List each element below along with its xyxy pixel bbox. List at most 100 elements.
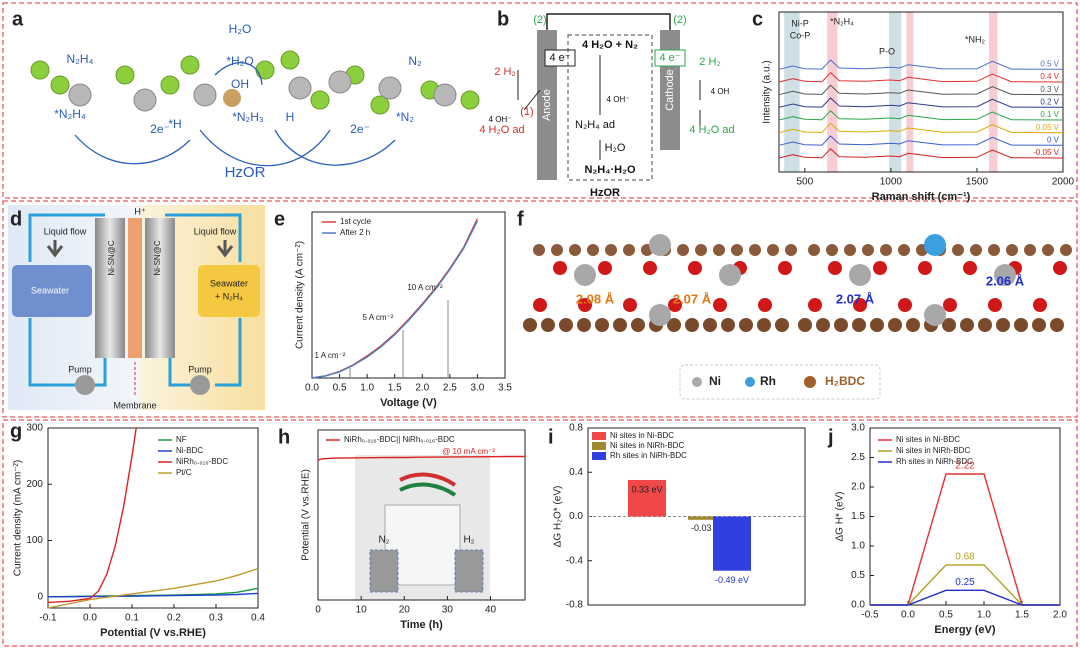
electrode-photo	[369, 549, 399, 593]
atom	[731, 244, 743, 256]
legend-label: Ni sites in Ni-BDC	[896, 435, 960, 444]
label: 4 e⁻	[549, 52, 570, 64]
y-tick-label: -0.8	[566, 600, 584, 611]
electron-box	[654, 49, 686, 67]
arrow	[517, 55, 701, 160]
atom	[924, 234, 946, 256]
atom	[828, 261, 842, 275]
electrode	[95, 218, 125, 358]
legend-swatch	[592, 442, 606, 450]
atom	[970, 244, 982, 256]
atom	[668, 298, 682, 312]
arc-arrow	[274, 129, 396, 166]
atom	[826, 244, 838, 256]
atom	[808, 244, 820, 256]
pump	[190, 375, 210, 395]
membrane	[128, 218, 142, 358]
atom	[1024, 244, 1036, 256]
atom	[310, 90, 330, 110]
arrow	[46, 240, 234, 258]
atom	[834, 318, 848, 332]
label: N₂	[408, 54, 422, 68]
data-line	[778, 109, 1064, 121]
x-tick-label: 10	[356, 605, 368, 616]
label: 4 e⁻	[659, 52, 680, 64]
legend-label: Ni sites in NiRh-BDC	[896, 446, 970, 455]
tank	[12, 265, 92, 317]
x-tick-label: 0.0	[83, 613, 97, 624]
clip	[399, 482, 457, 497]
label: *H	[168, 117, 181, 131]
legend-label: NiRh₀.₀₁₆-BDC	[176, 457, 228, 466]
atom	[533, 298, 547, 312]
electrode-photo	[454, 549, 484, 593]
atom	[1014, 318, 1028, 332]
label: H₂O	[605, 142, 626, 154]
x-tick-label: 1.5	[1015, 610, 1029, 621]
atom	[688, 261, 702, 275]
atom	[115, 65, 135, 85]
y-tick-label: 300	[26, 423, 43, 434]
atom	[942, 318, 956, 332]
atom	[844, 244, 856, 256]
atom	[739, 318, 753, 332]
legend-label: Ni sites in Ni-BDC	[610, 431, 674, 440]
annotation: *N₂H₄	[830, 16, 854, 26]
atom	[978, 318, 992, 332]
atom	[1053, 261, 1067, 275]
highlight-band	[988, 12, 998, 172]
data-line	[47, 427, 137, 604]
annotation: 1 A cm⁻²	[315, 351, 346, 360]
label: b	[497, 8, 509, 30]
atom	[68, 83, 92, 107]
y-tick-label: -0.4	[566, 555, 584, 566]
data-label: -0.03 eV	[691, 523, 725, 533]
label: Cathode	[664, 69, 676, 111]
legend-label: 0.05 V	[1036, 123, 1060, 132]
data-label: 0.25	[955, 577, 975, 588]
atom	[433, 83, 457, 107]
row-border	[2, 200, 1078, 418]
data-line	[778, 135, 1064, 146]
label: N₂H₄ ad	[575, 119, 615, 131]
bar	[713, 516, 751, 571]
label: Anode	[541, 89, 553, 121]
atom	[898, 298, 912, 312]
label: j	[827, 426, 834, 448]
label: *N₂H₃	[232, 110, 264, 124]
label: a	[12, 8, 24, 30]
label: 2e⁻	[150, 122, 170, 136]
atom	[631, 318, 645, 332]
atom	[1050, 318, 1064, 332]
y-axis-label: Current density (A cm⁻²)	[295, 241, 306, 349]
atom	[685, 318, 699, 332]
legend-label: 0.1 V	[1040, 110, 1059, 119]
data-line	[778, 71, 1064, 83]
plot-frame	[311, 211, 506, 379]
plot-frame	[317, 429, 526, 601]
atom	[613, 318, 627, 332]
data-line	[47, 592, 259, 598]
atom	[713, 244, 725, 256]
y-axis-label: Intensity (a.u.)	[762, 60, 773, 123]
x-tick-label: 1500	[966, 177, 989, 188]
atom	[943, 298, 957, 312]
atom	[988, 298, 1002, 312]
inset-label: N₂	[378, 535, 389, 546]
inset-label: H₂	[463, 535, 474, 546]
label: i	[548, 426, 554, 448]
atom	[924, 304, 946, 326]
label: Rh	[760, 374, 776, 388]
label: H	[286, 110, 295, 124]
label: Pump	[188, 364, 212, 374]
label: 2e⁻	[350, 122, 370, 136]
atom	[862, 244, 874, 256]
atom	[906, 318, 920, 332]
atom	[996, 318, 1010, 332]
atom	[988, 244, 1000, 256]
annotation: P-O	[879, 46, 895, 56]
x-tick-label: 1.0	[977, 610, 991, 621]
data-line	[317, 455, 525, 461]
annotation: *NH₂	[965, 34, 986, 44]
atom	[577, 318, 591, 332]
